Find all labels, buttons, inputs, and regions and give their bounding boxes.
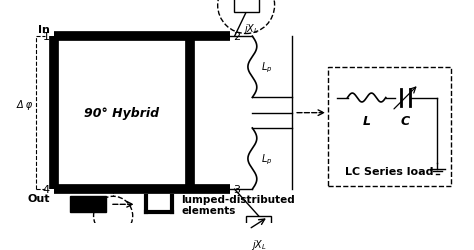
Text: Out: Out xyxy=(27,193,49,203)
Text: $jX_L$: $jX_L$ xyxy=(251,237,266,250)
Bar xyxy=(70,196,106,212)
Text: 1: 1 xyxy=(43,32,49,42)
Text: $L_p$: $L_p$ xyxy=(261,152,273,166)
Text: $L_p$: $L_p$ xyxy=(261,60,273,75)
Text: lumped-distributed
elements: lumped-distributed elements xyxy=(181,194,295,215)
Text: C: C xyxy=(401,114,410,127)
Bar xyxy=(234,0,259,13)
Text: In: In xyxy=(37,25,49,35)
Text: $jX_L$: $jX_L$ xyxy=(243,22,258,36)
Text: 3: 3 xyxy=(233,184,240,194)
Bar xyxy=(328,68,451,186)
Text: L: L xyxy=(363,114,371,127)
Text: 4: 4 xyxy=(42,184,49,194)
Text: Δ φ: Δ φ xyxy=(17,100,33,109)
Bar xyxy=(246,216,271,230)
Text: LC Series load: LC Series load xyxy=(345,167,434,177)
Text: 2: 2 xyxy=(233,32,240,42)
Text: 90° Hybrid: 90° Hybrid xyxy=(84,107,160,120)
